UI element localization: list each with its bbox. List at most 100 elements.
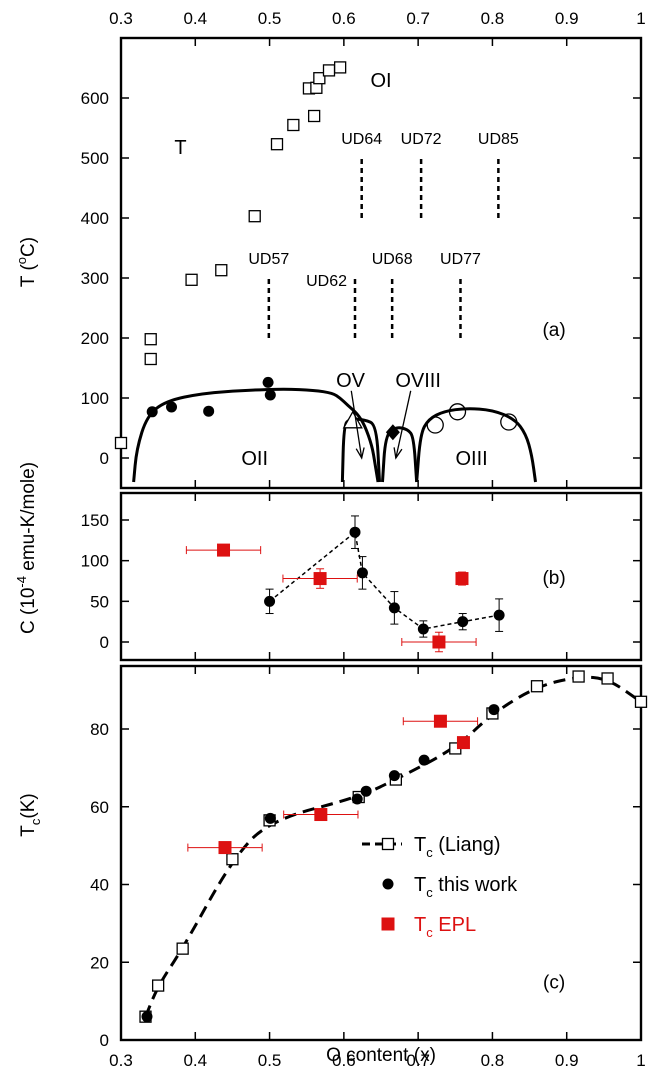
panel-c-point-filled-square bbox=[218, 841, 232, 855]
panel-c-x-tick-label: 0.7 bbox=[406, 1051, 430, 1068]
panel-a-x-tick-label: 0.5 bbox=[258, 9, 282, 28]
panel-a-y-tick-label: 300 bbox=[81, 269, 109, 288]
panel-a-point-open-square bbox=[270, 138, 284, 151]
panel-c-point-filled-square bbox=[314, 808, 328, 822]
panel-c-point-filled-circle bbox=[360, 785, 372, 797]
panel-b-point-filled-circle bbox=[493, 609, 505, 621]
arrow-ov-head bbox=[355, 447, 365, 460]
panel-c-point-open-square bbox=[634, 695, 648, 708]
phase-boundary-oviii bbox=[380, 426, 419, 483]
legend-marker-filled-square bbox=[381, 917, 395, 931]
label-ud77: UD77 bbox=[440, 251, 481, 268]
panel-a-point-open-square bbox=[114, 436, 128, 450]
panel-c-y-tick-label: 40 bbox=[90, 876, 109, 895]
panel-a-y-tick-label: 100 bbox=[81, 389, 109, 408]
panel-c-point-filled-circle bbox=[418, 754, 430, 766]
panel-c-point-open-square bbox=[176, 942, 189, 955]
panel-c-x-tick-label: 1 bbox=[636, 1051, 645, 1068]
panel-a-point-filled-circle bbox=[166, 401, 178, 413]
panel-a-point-open-triangle bbox=[342, 410, 363, 429]
panel-a-point-open-square bbox=[287, 118, 300, 132]
panel-b: 0 50 100 150 (b) C (10-4 emu-K/mole) bbox=[14, 462, 642, 660]
panel-a-point-open-circle bbox=[500, 413, 518, 431]
panel-b-y-tick-label: 0 bbox=[100, 633, 109, 652]
panel-a-point-open-square bbox=[144, 333, 157, 346]
arrow-oviii-head bbox=[393, 447, 403, 460]
panel-c-x-tick-label: 0.5 bbox=[258, 1051, 282, 1068]
panel-a-x-tick-label: 0.9 bbox=[555, 9, 579, 28]
phase-label-oiii: OIII bbox=[456, 448, 488, 470]
panel-b-y-tick-label: 50 bbox=[90, 592, 109, 611]
panel-b-y-axis-label: C (10-4 emu-K/mole) bbox=[14, 462, 39, 634]
label-ud72: UD72 bbox=[401, 131, 442, 148]
panel-c-label: (c) bbox=[543, 973, 565, 994]
label-ud57: UD57 bbox=[248, 251, 289, 268]
panel-a-y-tick-label: 0 bbox=[100, 449, 109, 468]
label-ud85: UD85 bbox=[478, 131, 519, 148]
panel-frames bbox=[119, 36, 643, 1042]
panel-a-point-open-square bbox=[248, 210, 261, 223]
panel-b-point-filled-square bbox=[313, 572, 327, 586]
panel-c-x-tick-label: 0.8 bbox=[481, 1051, 505, 1068]
panel-b-point-filled-circle bbox=[349, 526, 361, 538]
panel-b-point-filled-circle bbox=[417, 623, 429, 635]
panel-a-frame bbox=[119, 36, 643, 490]
panel-c-y-tick-label: 20 bbox=[90, 953, 109, 972]
legend-marker-filled-circle bbox=[382, 878, 394, 890]
panel-c-point-open-square bbox=[601, 672, 614, 685]
panel-b-point-filled-square bbox=[432, 635, 446, 649]
panel-a-x-tick-label: 0.3 bbox=[109, 9, 133, 28]
panel-a-point-open-square bbox=[322, 64, 336, 77]
panel-c-point-open-square bbox=[530, 680, 544, 693]
panel-a-point-filled-circle bbox=[264, 389, 276, 401]
legend-label: Tc this work bbox=[414, 874, 518, 900]
panel-a-point-open-square bbox=[185, 273, 198, 286]
panel-b-point-filled-square bbox=[217, 543, 231, 557]
phase-label-oi: OI bbox=[370, 70, 391, 92]
panel-a-point-open-square bbox=[144, 352, 157, 366]
panel-a-point-open-square bbox=[307, 109, 321, 123]
phase-boundary-oii bbox=[132, 387, 380, 483]
panel-b-y-tick-label: 150 bbox=[81, 511, 109, 530]
panel-a-y-axis-label: T (oC) bbox=[14, 237, 39, 287]
arrow-oviii bbox=[395, 390, 412, 459]
panel-a-x-tick-label: 1 bbox=[636, 9, 645, 28]
panel-a-x-tick-label: 0.4 bbox=[183, 9, 207, 28]
panel-a-y-tick-label: 500 bbox=[81, 149, 109, 168]
panel-a-label: (a) bbox=[542, 320, 565, 341]
panel-a-point-filled-circle bbox=[262, 376, 274, 388]
panel-c-point-filled-circle bbox=[141, 1011, 153, 1023]
phase-boundary-oiii bbox=[415, 407, 538, 483]
arrow-ov bbox=[350, 390, 363, 459]
panel-c-x-tick-label: 0.6 bbox=[332, 1051, 356, 1068]
phase-label-oii: OII bbox=[241, 448, 268, 470]
panel-b-label: (b) bbox=[542, 568, 565, 589]
phase-label-oviii: OVIII bbox=[395, 370, 441, 392]
x-axis-label: O content (x) bbox=[326, 1045, 436, 1066]
panel-c: 0.3 0.4 0.5 0.6 0.7 0.8 0.9 1 0 20 40 60 80 (c) Tc (Li… bbox=[18, 666, 648, 1068]
panel-a-point-filled-circle bbox=[203, 405, 215, 417]
legend-marker-open-square bbox=[381, 837, 395, 851]
panel-c-point-filled-square bbox=[433, 714, 447, 728]
panel-a-y-tick-label: 200 bbox=[81, 329, 109, 348]
panel-c-x-tick-label: 0.9 bbox=[555, 1051, 579, 1068]
label-ud64: UD64 bbox=[341, 131, 382, 148]
panel-c-y-tick-label: 60 bbox=[90, 798, 109, 817]
panel-a: 0.3 0.4 0.5 0.6 0.7 0.8 0.9 1 0 100 200 300 400 500 60… bbox=[14, 9, 646, 488]
panel-c-point-filled-circle bbox=[488, 704, 500, 716]
legend-label: Tc EPL bbox=[414, 914, 476, 940]
panel-a-x-tick-label: 0.6 bbox=[332, 9, 356, 28]
panel-c-point-open-square bbox=[572, 670, 585, 683]
panel-c-x-tick-label: 0.4 bbox=[183, 1051, 207, 1068]
legend-label: Tc (Liang) bbox=[414, 834, 501, 860]
panel-a-point-open-circle bbox=[426, 416, 444, 434]
panel-c-y-axis-label: Tc(K) bbox=[18, 793, 43, 836]
panel-b-point-filled-circle bbox=[388, 602, 400, 614]
panel-c-point-open-square bbox=[226, 853, 239, 866]
panel-a-point-open-square bbox=[215, 264, 228, 277]
panel-c-frame bbox=[119, 664, 643, 1042]
panel-a-x-tick-label: 0.8 bbox=[481, 9, 505, 28]
panel-c-point-filled-circle bbox=[388, 770, 400, 782]
